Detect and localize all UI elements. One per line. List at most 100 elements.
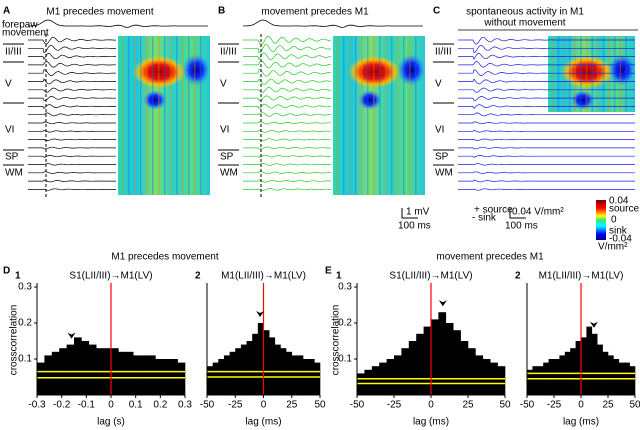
- csd-stripe: [367, 36, 369, 195]
- y-tick-label: 0.1: [338, 354, 352, 365]
- peak-marker: [589, 321, 598, 328]
- peak-marker: [67, 332, 76, 339]
- bar: [482, 359, 491, 395]
- colorbar-label: 0.04: [609, 196, 629, 207]
- x-tick-label: -0.3: [28, 400, 46, 411]
- lfp-trace: [458, 146, 635, 150]
- csd-stripe: [194, 36, 196, 195]
- y-axis-label: crosscorrelation: [331, 305, 342, 376]
- chart-subtitle: M1(LII/III)→M1(LV): [221, 271, 306, 282]
- csd-stripe: [379, 36, 381, 195]
- csd-stripe: [614, 36, 616, 112]
- x-tick-label: 0: [108, 400, 114, 411]
- x-axis-label: lag (ms): [413, 417, 449, 428]
- y-tick-label: 0.2: [18, 318, 32, 329]
- colorbar-label: V/mm²: [598, 242, 628, 253]
- lfp-trace: [243, 121, 332, 125]
- scale-label: - sink: [472, 213, 497, 224]
- lfp-trace: [458, 129, 635, 133]
- bar: [140, 355, 149, 395]
- bar: [74, 337, 82, 395]
- x-tick-label: -25: [547, 400, 562, 411]
- bar: [269, 337, 276, 395]
- panel-title: movement precedes M1: [261, 7, 369, 18]
- lfp-trace: [28, 163, 116, 166]
- lfp-trace: [28, 129, 116, 133]
- lfp-trace: [243, 129, 332, 133]
- lfp-trace: [458, 171, 635, 174]
- layer-label: VI: [435, 125, 444, 136]
- bar: [591, 333, 598, 395]
- lfp-trace: [28, 95, 116, 102]
- csd-source: [561, 56, 614, 88]
- lfp-trace: [28, 112, 116, 117]
- lfp-trace: [243, 188, 332, 191]
- csd-stripe: [619, 36, 622, 112]
- lfp-trace: [458, 53, 635, 61]
- lfp-trace: [243, 44, 332, 54]
- lfp-trace: [243, 87, 331, 94]
- layer-label: VI: [5, 125, 14, 136]
- lfp-trace: [458, 95, 635, 102]
- lfp-trace: [243, 60, 332, 69]
- bar: [212, 362, 219, 395]
- scale-label: 100 ms: [505, 221, 538, 232]
- peak-marker: [256, 311, 265, 317]
- csd-stripe: [373, 36, 375, 195]
- bar: [597, 344, 603, 395]
- lfp-trace: [28, 138, 116, 141]
- bar: [497, 366, 506, 395]
- bar: [257, 323, 264, 395]
- lfp-trace: [458, 87, 635, 93]
- y-tick-label: 0.3: [18, 282, 32, 293]
- bar: [575, 341, 582, 395]
- lfp-trace: [28, 188, 116, 191]
- bar: [81, 341, 90, 395]
- y-tick-label: 0.1: [18, 354, 32, 365]
- csd-stripe: [608, 36, 610, 112]
- csd-stripe: [591, 36, 593, 112]
- lfp-trace: [28, 78, 116, 85]
- layer-label: SP: [5, 152, 19, 163]
- lfp-trace: [243, 52, 332, 61]
- panel-title: spontaneous activity in M1: [466, 7, 584, 18]
- csd-stripe: [397, 36, 399, 195]
- csd-stripe: [597, 36, 599, 112]
- lfp-trace: [28, 155, 116, 158]
- lfp-trace: [243, 112, 332, 117]
- lfp-trace: [458, 36, 635, 45]
- colorbar-label: source: [609, 204, 639, 215]
- csd-stripe: [385, 36, 387, 195]
- chart-subtitle: M1(LII/III)→M1(LV): [539, 271, 624, 282]
- lfp-trace: [458, 78, 635, 85]
- lfp-trace: [28, 121, 116, 125]
- lfp-trace: [28, 36, 116, 45]
- csd-stripe: [355, 36, 357, 195]
- layer-label: VI: [220, 125, 229, 136]
- peak-marker: [438, 300, 447, 307]
- bar: [240, 344, 247, 395]
- csd-stripe: [349, 36, 351, 195]
- layer-label: V: [220, 79, 227, 90]
- csd-stripe: [188, 36, 190, 195]
- csd-stripe: [391, 36, 393, 195]
- csd-stripe: [128, 36, 130, 195]
- y-axis-label: crosscorrelation: [9, 305, 20, 376]
- chart-subtitle: S1(LII/III)→M1(LV): [389, 271, 472, 282]
- forepaw-label: movement: [2, 28, 49, 39]
- bar: [629, 366, 636, 395]
- lfp-trace: [458, 163, 635, 166]
- panel-subscript: 1: [15, 271, 21, 282]
- panel-letter: B: [218, 6, 225, 17]
- bar: [297, 355, 304, 395]
- lfp-trace: [243, 69, 332, 77]
- panel-title: M1 precedes movement: [46, 7, 153, 18]
- lfp-trace: [28, 171, 116, 174]
- csd-stripe: [122, 36, 124, 195]
- bar: [66, 344, 75, 395]
- layer-label: WM: [5, 168, 23, 179]
- panel-letter: E: [325, 266, 332, 277]
- x-axis-label: lag (ms): [563, 417, 599, 428]
- x-axis-label: lag (ms): [245, 417, 281, 428]
- csd-stripe: [568, 36, 571, 112]
